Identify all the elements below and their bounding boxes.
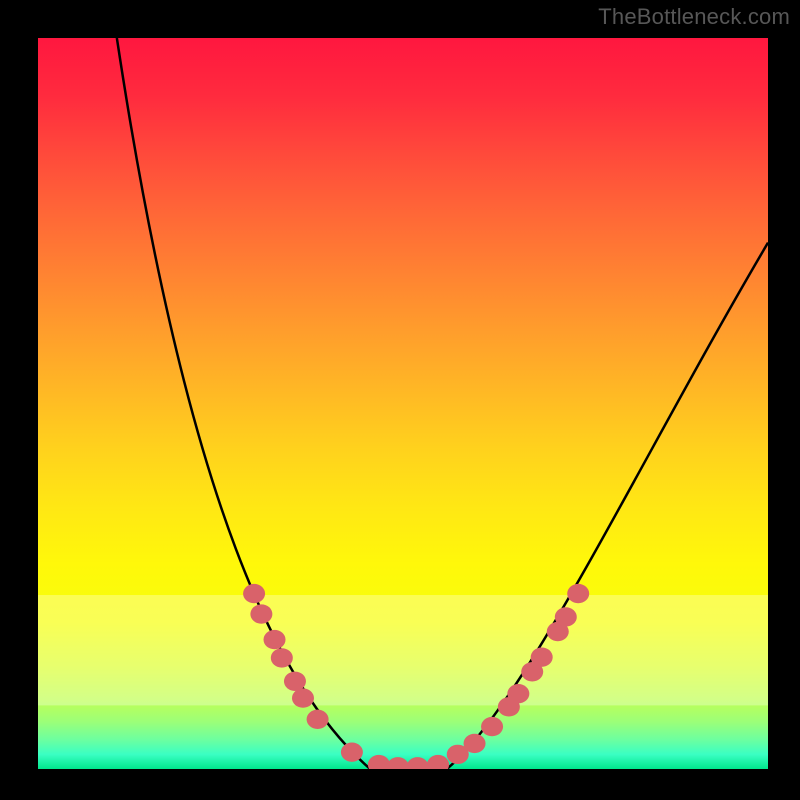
data-marker [284, 672, 306, 691]
data-marker [341, 743, 363, 762]
data-marker [243, 584, 265, 603]
data-marker [250, 604, 272, 623]
data-marker [264, 630, 286, 649]
data-marker [387, 757, 409, 776]
data-marker [531, 647, 553, 666]
data-marker [307, 710, 329, 729]
watermark-text: TheBottleneck.com [598, 4, 790, 30]
data-marker [271, 648, 293, 667]
data-marker [427, 755, 449, 774]
data-marker [567, 584, 589, 603]
data-marker [555, 607, 577, 626]
data-marker [292, 688, 314, 707]
chart-svg [0, 0, 800, 800]
chart-canvas: TheBottleneck.com [0, 0, 800, 800]
data-marker [407, 757, 429, 776]
data-marker [481, 717, 503, 736]
data-marker [464, 734, 486, 753]
data-marker [507, 684, 529, 703]
data-marker [368, 755, 390, 774]
highlight-band [38, 595, 768, 705]
